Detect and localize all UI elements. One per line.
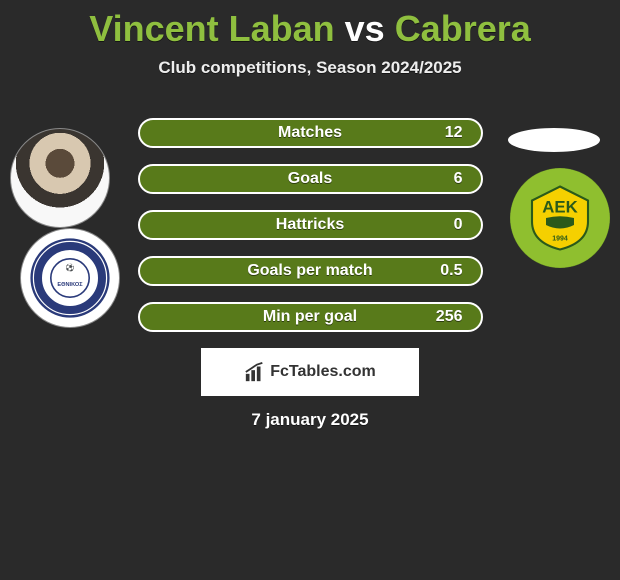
stats-area: ⚽ ΕΘΝΙΚΟΣ AEK 1994 - Matches 12 - Goals …	[0, 118, 620, 430]
stat-row-goals-per-match: - Goals per match 0.5	[138, 256, 483, 286]
stat-right-value: 12	[445, 124, 463, 142]
svg-text:AEK: AEK	[542, 197, 577, 216]
player1-photo	[10, 128, 110, 228]
page-title: Vincent Laban vs Cabrera	[0, 0, 620, 50]
player2-club-logo: AEK 1994	[510, 168, 610, 268]
watermark: FcTables.com	[201, 348, 419, 396]
stat-right-value: 0.5	[440, 262, 462, 280]
player2-name: Cabrera	[395, 8, 531, 49]
date: 7 january 2025	[0, 410, 620, 430]
svg-text:1994: 1994	[552, 235, 568, 242]
svg-text:ΕΘΝΙΚΟΣ: ΕΘΝΙΚΟΣ	[57, 282, 83, 288]
stat-label: Goals	[288, 170, 332, 188]
vs-text: vs	[345, 8, 385, 49]
stat-row-hattricks: - Hattricks 0	[138, 210, 483, 240]
subtitle: Club competitions, Season 2024/2025	[0, 58, 620, 78]
stat-rows: - Matches 12 - Goals 6 - Hattricks 0 - G…	[138, 118, 483, 332]
chart-icon	[244, 361, 266, 383]
stat-label: Hattricks	[276, 216, 344, 234]
player1-club-logo: ⚽ ΕΘΝΙΚΟΣ	[20, 228, 120, 328]
stat-right-value: 256	[436, 308, 463, 326]
club-crest-icon: ⚽ ΕΘΝΙΚΟΣ	[30, 238, 110, 318]
stat-label: Matches	[278, 124, 342, 142]
watermark-text: FcTables.com	[270, 363, 376, 381]
stat-row-goals: - Goals 6	[138, 164, 483, 194]
stat-right-value: 6	[454, 170, 463, 188]
stat-label: Min per goal	[263, 308, 357, 326]
stat-right-value: 0	[454, 216, 463, 234]
stat-row-min-per-goal: - Min per goal 256	[138, 302, 483, 332]
club-crest-icon: AEK 1994	[525, 183, 595, 253]
player2-placeholder	[508, 128, 600, 152]
stat-label: Goals per match	[247, 262, 372, 280]
stat-row-matches: - Matches 12	[138, 118, 483, 148]
player1-name: Vincent Laban	[89, 8, 334, 49]
svg-text:⚽: ⚽	[65, 263, 75, 272]
